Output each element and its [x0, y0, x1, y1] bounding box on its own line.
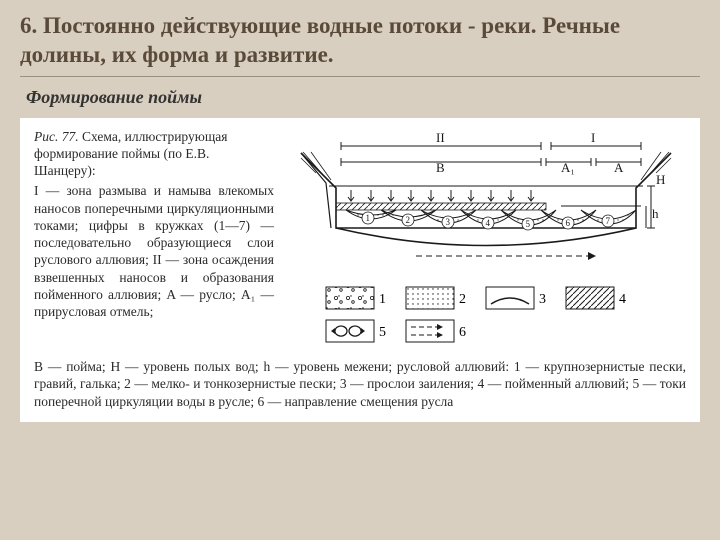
- migration-arrowhead: [588, 252, 596, 260]
- slide: 6. Постоянно действующие водные потоки -…: [0, 0, 720, 540]
- svg-text:4: 4: [486, 218, 491, 228]
- svg-text:2: 2: [406, 215, 411, 225]
- svg-text:7: 7: [606, 216, 611, 226]
- title-block: 6. Постоянно действующие водные потоки -…: [20, 12, 700, 77]
- figure-top-row: Рис. 77. Схема, иллюстрирующая формирова…: [34, 128, 686, 352]
- legend-box-6: [406, 320, 454, 342]
- svg-text:5: 5: [526, 219, 531, 229]
- legend-num-5: 5: [379, 325, 386, 340]
- legend-box-2: [406, 287, 454, 309]
- cross-section-diagram: II I B A₁ A H h: [296, 128, 676, 278]
- legend-box-4: [566, 287, 614, 309]
- label-B: B: [436, 160, 445, 175]
- figure-card: Рис. 77. Схема, иллюстрирующая формирова…: [20, 118, 700, 423]
- bed-curve: [336, 228, 636, 246]
- overbank-layer: [336, 203, 546, 210]
- label-I: I: [591, 130, 595, 145]
- slide-subtitle: Формирование поймы: [26, 87, 700, 108]
- diagram-column: II I B A₁ A H h: [286, 128, 686, 352]
- legend-num-6: 6: [459, 325, 466, 340]
- legend: 1 2 3 4 5: [321, 282, 651, 352]
- label-H: H: [656, 172, 665, 187]
- label-II: II: [436, 130, 445, 145]
- svg-text:3: 3: [446, 217, 451, 227]
- fig-caption-rest: I — зона размыва и намыва влекомых нанос…: [34, 182, 274, 320]
- legend-num-2: 2: [459, 292, 466, 307]
- legend-num-1: 1: [379, 292, 386, 307]
- fig-number: Рис. 77.: [34, 129, 82, 144]
- figure-caption-bottom: B — пойма; H — уровень полых вод; h — ур…: [34, 358, 686, 411]
- left-bank: [301, 153, 331, 228]
- sediment-arrows: [348, 190, 534, 201]
- label-h: h: [652, 206, 659, 221]
- slide-title: 6. Постоянно действующие водные потоки -…: [20, 12, 700, 70]
- figure-caption-left: Рис. 77. Схема, иллюстрирующая формирова…: [34, 128, 274, 352]
- legend-num-3: 3: [539, 292, 546, 307]
- svg-text:1: 1: [366, 213, 371, 223]
- legend-box-1: [326, 287, 374, 309]
- svg-text:6: 6: [566, 218, 571, 228]
- label-A: A: [614, 160, 624, 175]
- label-A1: A₁: [561, 160, 575, 175]
- sediment-arrow: [348, 190, 354, 201]
- legend-num-4: 4: [619, 292, 626, 307]
